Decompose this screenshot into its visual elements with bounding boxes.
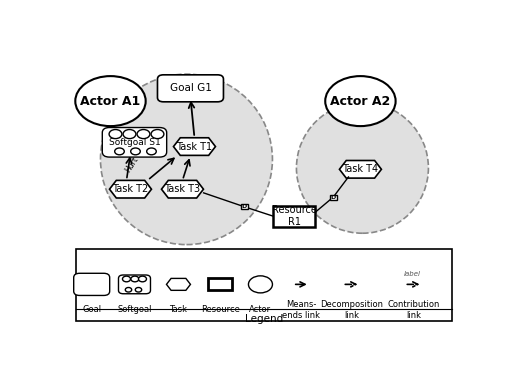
Text: D: D xyxy=(331,194,336,200)
Bar xyxy=(273,206,315,227)
Text: Softgoal: Softgoal xyxy=(117,306,152,314)
Circle shape xyxy=(115,148,124,155)
Polygon shape xyxy=(162,180,203,198)
Bar xyxy=(208,278,232,290)
Text: label: label xyxy=(404,271,421,277)
Circle shape xyxy=(151,130,164,139)
Circle shape xyxy=(123,130,136,139)
Circle shape xyxy=(147,148,156,155)
FancyBboxPatch shape xyxy=(157,75,223,102)
Text: Resource
R1: Resource R1 xyxy=(272,206,317,227)
Text: Actor: Actor xyxy=(249,306,271,314)
Polygon shape xyxy=(167,278,190,290)
Text: Contribution
link: Contribution link xyxy=(388,300,440,320)
Bar xyxy=(330,194,337,200)
Text: Task: Task xyxy=(169,306,187,314)
Circle shape xyxy=(135,287,142,292)
Text: Actor A2: Actor A2 xyxy=(330,94,391,108)
Circle shape xyxy=(131,148,140,155)
Circle shape xyxy=(138,276,147,282)
Polygon shape xyxy=(173,138,216,155)
Circle shape xyxy=(75,76,146,126)
Circle shape xyxy=(248,276,272,293)
Circle shape xyxy=(109,130,122,139)
Circle shape xyxy=(325,76,396,126)
Text: Goal: Goal xyxy=(82,306,101,314)
Text: Actor A1: Actor A1 xyxy=(80,94,141,108)
Text: Task T1: Task T1 xyxy=(176,142,213,152)
Circle shape xyxy=(137,130,150,139)
FancyBboxPatch shape xyxy=(119,275,151,294)
Text: Task T4: Task T4 xyxy=(342,164,379,174)
Bar xyxy=(241,204,248,209)
Text: Task T3: Task T3 xyxy=(165,184,201,194)
Circle shape xyxy=(122,276,131,282)
Text: Hurt: Hurt xyxy=(123,155,140,174)
Text: Goal G1: Goal G1 xyxy=(170,83,212,93)
Text: Task T2: Task T2 xyxy=(112,184,149,194)
Ellipse shape xyxy=(296,103,428,233)
Bar xyxy=(76,249,453,321)
Text: Legend: Legend xyxy=(245,314,284,324)
Text: D: D xyxy=(242,204,247,209)
Ellipse shape xyxy=(101,74,272,245)
FancyBboxPatch shape xyxy=(74,273,110,296)
Polygon shape xyxy=(109,180,152,198)
Text: Decomposition
link: Decomposition link xyxy=(320,300,383,320)
Text: Means-
ends link: Means- ends link xyxy=(282,300,320,320)
Text: Resource: Resource xyxy=(201,306,240,314)
Text: Softgoal S1: Softgoal S1 xyxy=(108,138,160,147)
Circle shape xyxy=(131,276,139,282)
Polygon shape xyxy=(340,161,381,178)
FancyBboxPatch shape xyxy=(102,128,167,157)
Circle shape xyxy=(125,287,132,292)
